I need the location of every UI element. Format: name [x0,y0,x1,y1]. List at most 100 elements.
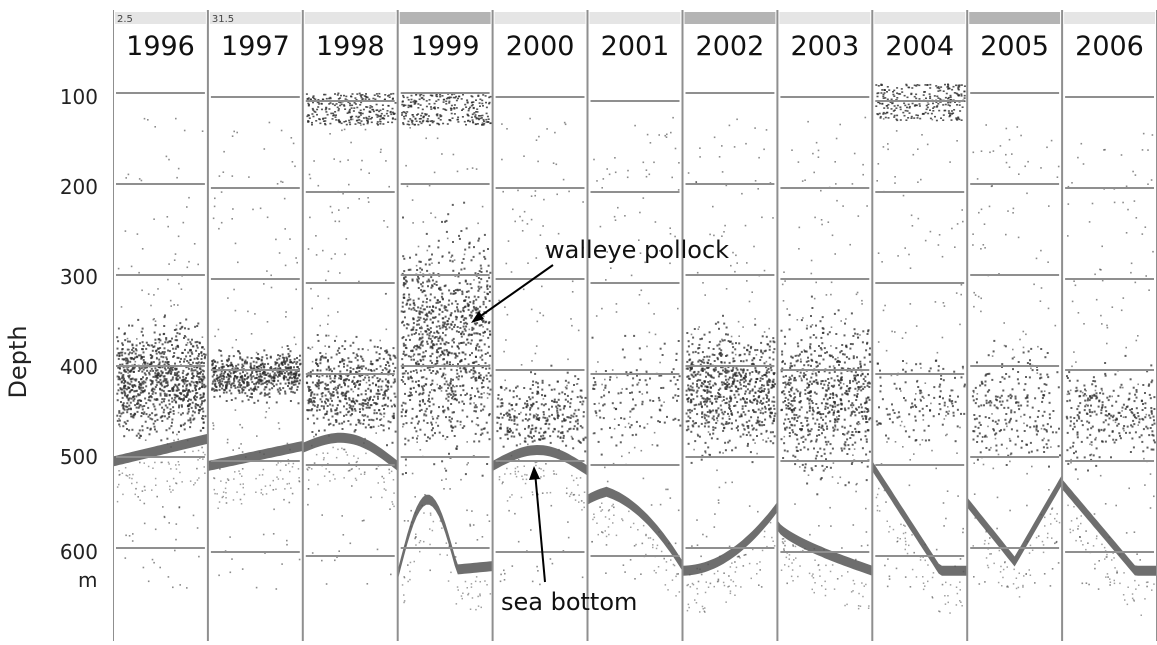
echo-dot [341,394,344,397]
echo-dot [591,336,594,339]
echo-dot [312,109,315,111]
echo-dot [384,394,387,397]
echo-dot [424,319,427,322]
echo-dot [312,414,315,417]
echo-dot [141,356,143,359]
echo-dot [419,343,422,346]
echo-dot [177,378,180,381]
echo-dot [370,369,373,372]
echo-dot [754,127,756,129]
echo-dot [472,121,475,124]
echo-dot [516,423,519,426]
echo-dot [309,177,312,180]
echo-dot [453,394,456,397]
echo-dot [360,365,363,368]
echo-dot [391,501,393,503]
echo-dot [191,372,194,375]
echo-dot [164,404,167,407]
echo-dot [393,378,396,381]
echo-dot [482,427,485,430]
echo-dot [230,386,233,389]
echo-dot [403,520,406,522]
echo-dot [447,351,450,354]
echo-dot [315,235,317,237]
echo-dot [316,108,319,111]
echo-dot [199,381,202,384]
echo-dot [469,525,472,527]
echo-dot [660,404,663,407]
echo-dot [580,500,583,502]
echo-dot [151,489,153,491]
echo-dot [529,432,532,435]
echo-dot [121,351,124,354]
echo-dot [288,387,291,390]
echo-dot [464,329,467,332]
echo-dot [443,409,446,412]
echo-dot [162,411,165,414]
echo-dot [220,370,223,373]
echo-dot [677,419,680,422]
echo-dot [531,396,534,399]
echo-dot [234,370,237,373]
echo-dot [342,192,344,195]
echo-dot [359,380,362,383]
echo-dot [604,466,606,469]
echo-dot [336,413,339,416]
echo-dot [516,466,519,468]
echo-dot [306,98,309,100]
echo-dot [439,368,442,370]
echo-dot [741,192,743,195]
echo-dot [298,373,301,376]
echo-dot [343,394,346,397]
echo-dot [316,363,319,366]
echo-dot [309,389,312,391]
echo-dot [464,394,467,396]
echo-dot [539,477,541,480]
echo-dot [368,98,371,101]
echo-dot [315,254,318,256]
echo-dot [173,373,176,376]
echo-dot [485,121,488,123]
echo-dot [165,378,168,381]
echo-dot [409,355,412,358]
echo-dot [538,135,540,138]
echo-dot [439,327,442,330]
echo-dot [122,379,125,382]
echo-dot [439,354,442,356]
echo-dot [294,380,297,383]
echo-dot [183,428,186,431]
echo-dot [127,360,130,363]
echo-dot [292,373,295,376]
echo-dot [462,367,465,370]
echo-dot [276,183,279,185]
echo-dot [291,161,294,163]
echo-dot [389,354,392,357]
echo-dot [559,436,562,439]
echo-dot [385,328,388,331]
echo-dot [579,441,582,444]
echo-dot [323,457,325,459]
echo-dot [532,380,535,383]
echo-dot [414,123,416,126]
echo-dot [375,403,378,406]
echo-dot [394,366,397,369]
echo-dot [376,116,379,118]
echo-dot [143,405,146,407]
echo-dot [368,172,370,174]
echo-dot [475,111,478,113]
echo-dot [411,350,414,353]
echo-dot [470,339,473,342]
echo-dot [418,260,421,263]
echo-dot [461,293,464,296]
echo-dot [368,418,371,421]
echo-dot [246,372,249,375]
echo-dot [648,173,651,176]
echo-dot [450,109,453,111]
echo-dot [147,465,150,468]
echo-dot [592,432,595,435]
echo-dot [138,383,141,386]
echo-dot [184,380,187,383]
echo-dot [358,92,361,95]
echo-dot [487,372,490,374]
echo-dot [144,361,147,364]
